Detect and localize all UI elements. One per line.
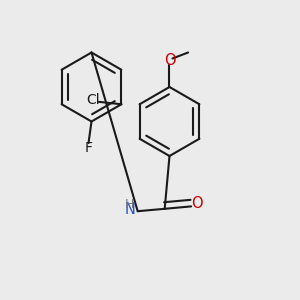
Text: O: O — [191, 196, 202, 211]
Text: O: O — [164, 52, 175, 68]
Text: N: N — [124, 202, 135, 217]
Text: Cl: Cl — [87, 93, 100, 107]
Text: H: H — [125, 198, 135, 211]
Text: F: F — [85, 142, 92, 155]
